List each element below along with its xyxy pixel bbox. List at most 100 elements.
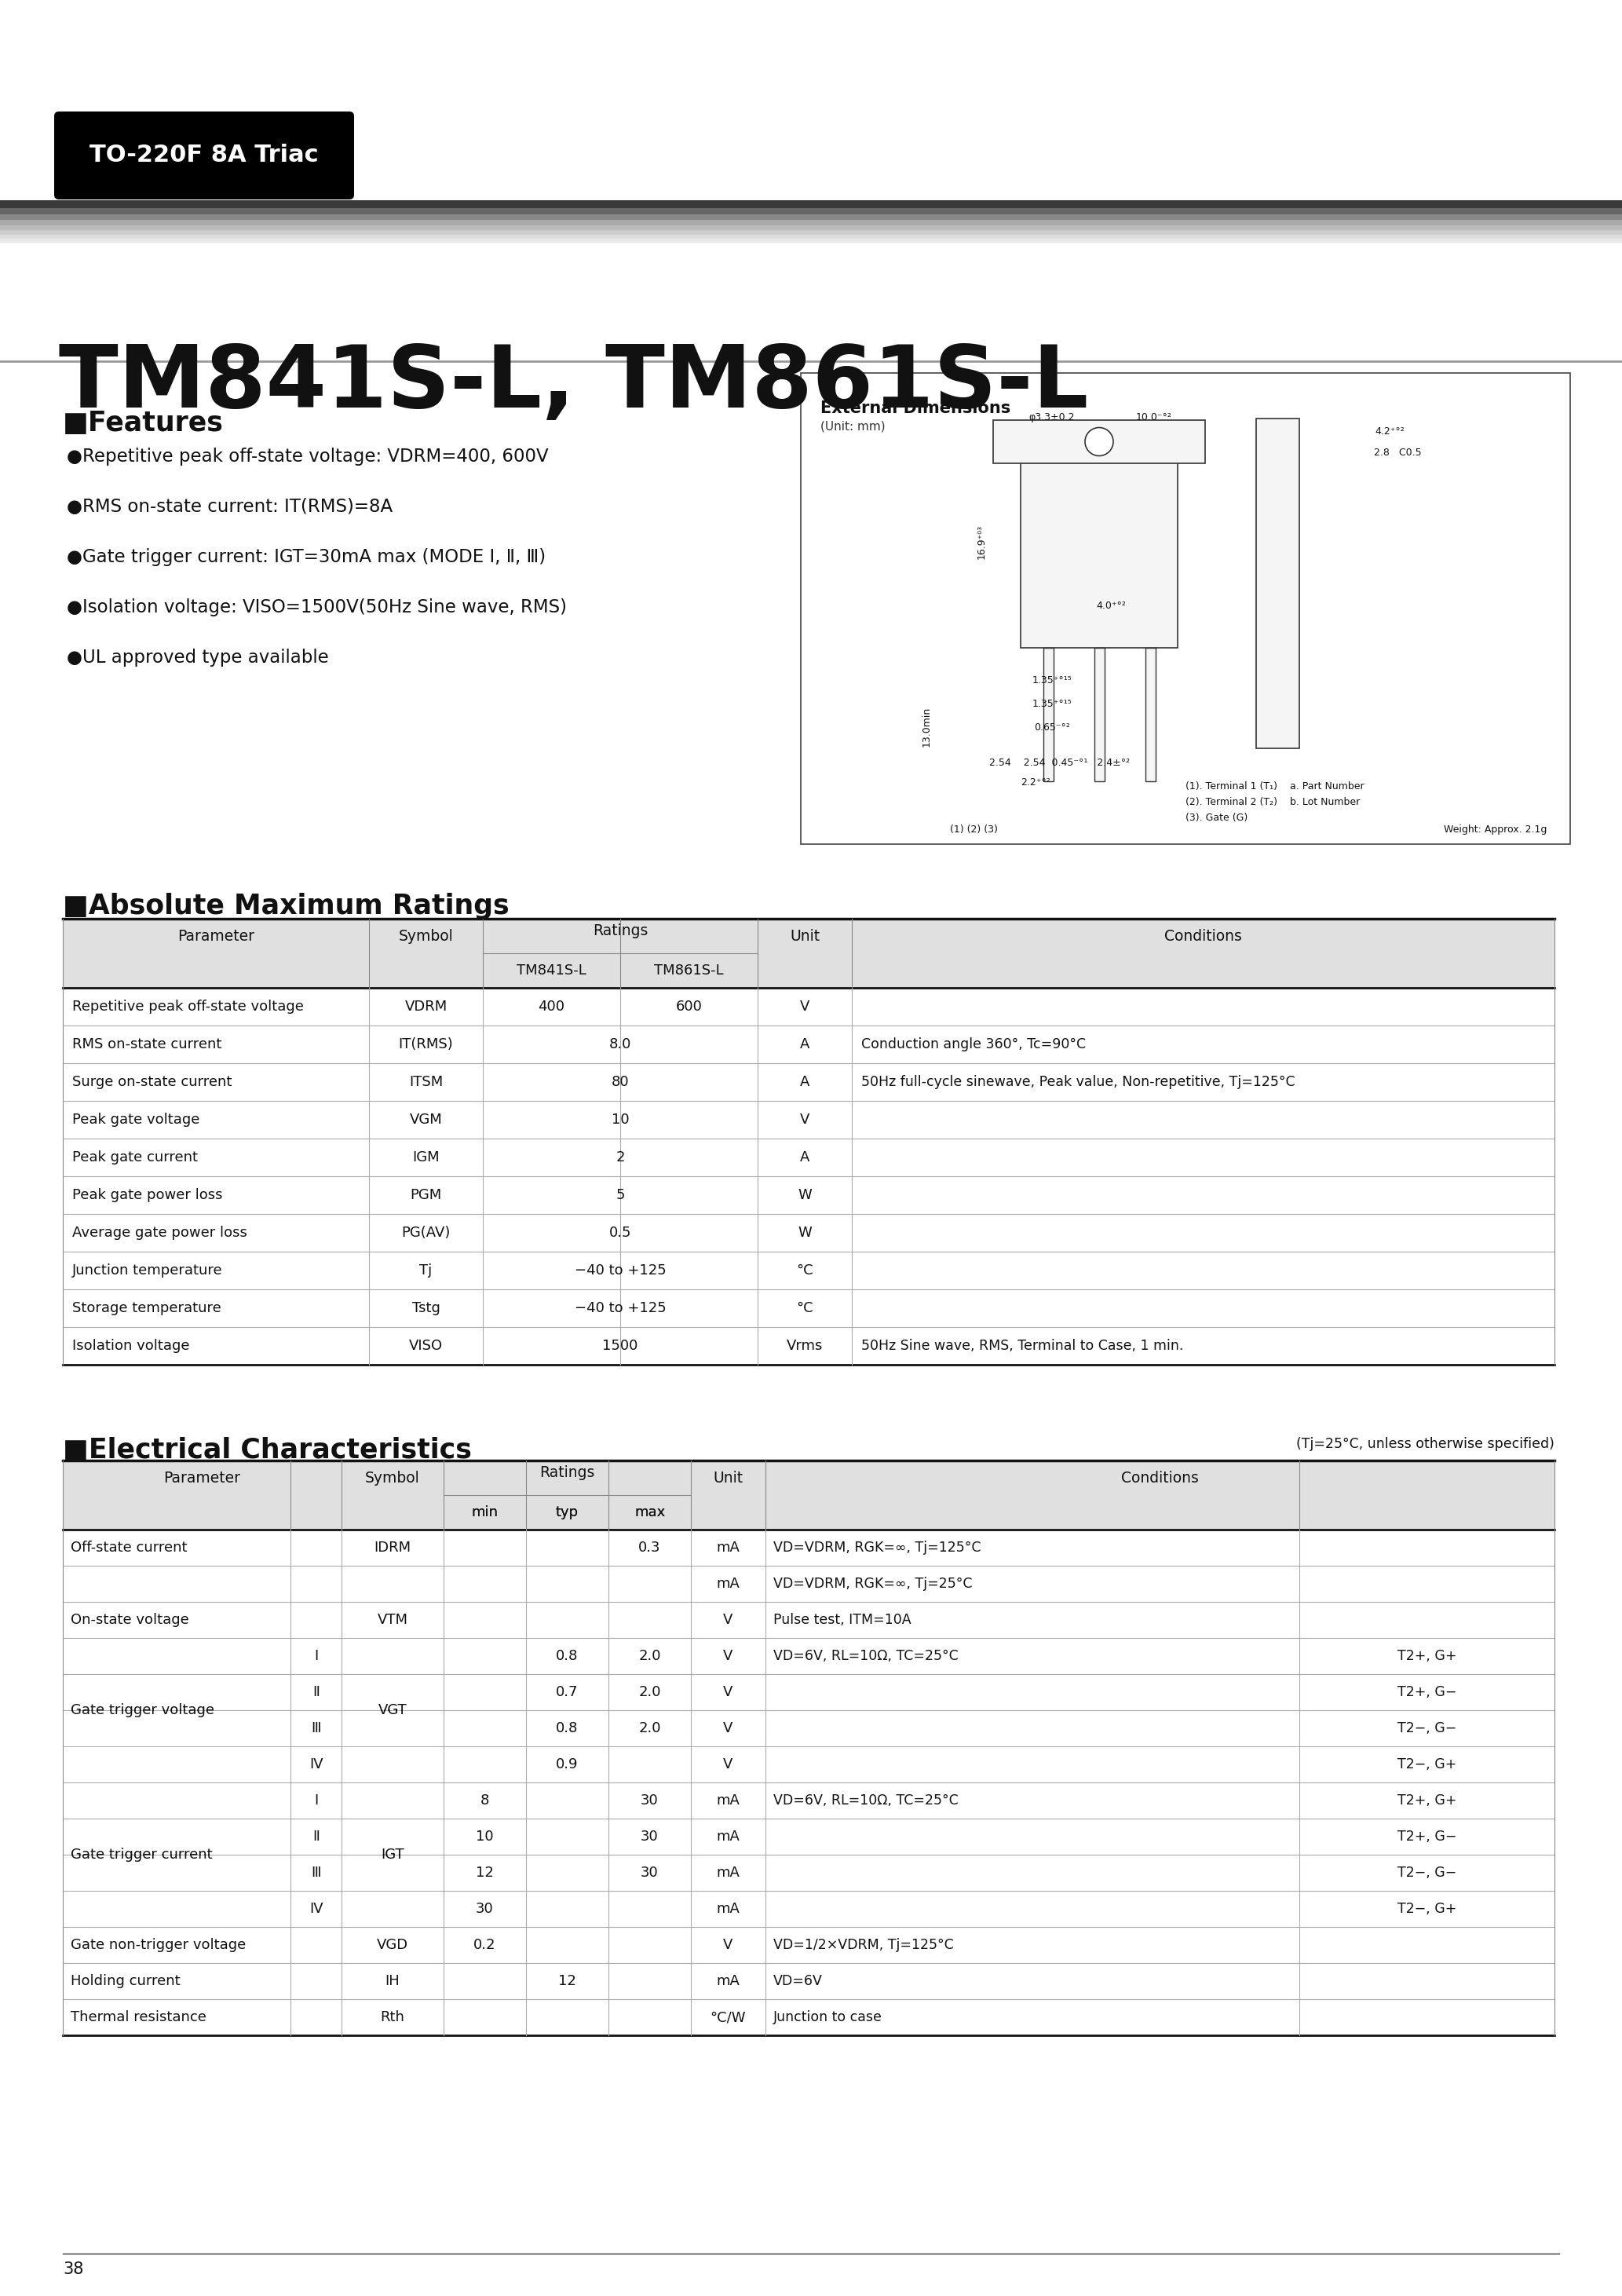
Text: (1) (2) (3): (1) (2) (3) xyxy=(949,824,998,836)
Text: Tj: Tj xyxy=(420,1263,433,1277)
Text: 0.65⁻°²: 0.65⁻°² xyxy=(1033,723,1071,732)
Text: Holding current: Holding current xyxy=(71,1975,180,1988)
Text: Unit: Unit xyxy=(790,928,819,944)
Text: 16.9⁺⁰³: 16.9⁺⁰³ xyxy=(976,523,986,560)
Text: VGM: VGM xyxy=(409,1114,443,1127)
Text: T2−, G−: T2−, G− xyxy=(1398,1722,1457,1736)
Text: mA: mA xyxy=(717,1867,740,1880)
Text: Ⅲ: Ⅲ xyxy=(311,1722,321,1736)
Text: TM861S-L: TM861S-L xyxy=(654,964,723,978)
Bar xyxy=(1255,418,1299,748)
Text: 12: 12 xyxy=(558,1975,576,1988)
Text: Ⅲ: Ⅲ xyxy=(311,1867,321,1880)
Text: 0.8: 0.8 xyxy=(556,1722,579,1736)
Text: Gate trigger voltage: Gate trigger voltage xyxy=(71,1704,214,1717)
Bar xyxy=(0,234,1622,239)
Bar xyxy=(342,1711,443,1745)
Bar xyxy=(0,209,1622,214)
Text: Ⅳ: Ⅳ xyxy=(310,1756,323,1773)
Text: VTM: VTM xyxy=(378,1612,407,1628)
Text: VGT: VGT xyxy=(378,1704,407,1717)
Text: 0.2: 0.2 xyxy=(474,1938,496,1952)
Text: (2). Terminal 2 (T₂)    b. Lot Number: (2). Terminal 2 (T₂) b. Lot Number xyxy=(1186,797,1359,808)
Text: Peak gate power loss: Peak gate power loss xyxy=(73,1187,222,1203)
Text: Ⅰ: Ⅰ xyxy=(315,1649,318,1662)
Text: Gate trigger voltage: Gate trigger voltage xyxy=(71,1704,214,1717)
Bar xyxy=(0,225,1622,230)
Text: Ⅳ: Ⅳ xyxy=(310,1901,323,1915)
Text: Isolation voltage: Isolation voltage xyxy=(73,1339,190,1352)
Text: A: A xyxy=(800,1038,809,1052)
Text: T2+, G+: T2+, G+ xyxy=(1397,1793,1457,1807)
Text: −40 to +125: −40 to +125 xyxy=(574,1302,667,1316)
Text: 1500: 1500 xyxy=(602,1339,637,1352)
Text: 1.35⁺°¹⁵: 1.35⁺°¹⁵ xyxy=(1032,698,1072,709)
Text: 80: 80 xyxy=(611,1075,629,1088)
Text: 38: 38 xyxy=(63,2262,83,2278)
Text: Tstg: Tstg xyxy=(412,1302,440,1316)
Bar xyxy=(342,1674,443,1711)
Text: 50Hz full-cycle sinewave, Peak value, Non-repetitive, Tj=125°C: 50Hz full-cycle sinewave, Peak value, No… xyxy=(861,1075,1294,1088)
Bar xyxy=(0,239,1622,243)
Text: Storage temperature: Storage temperature xyxy=(73,1302,221,1316)
Text: IDRM: IDRM xyxy=(375,1541,410,1554)
Text: ●Gate trigger current: IGT=30mA max (MODE Ⅰ, Ⅱ, Ⅲ): ●Gate trigger current: IGT=30mA max (MOD… xyxy=(67,549,545,567)
Text: IT(RMS): IT(RMS) xyxy=(399,1038,453,1052)
Text: T2−, G+: T2−, G+ xyxy=(1397,1901,1457,1915)
Text: Weight: Approx. 2.1g: Weight: Approx. 2.1g xyxy=(1444,824,1547,836)
Text: (3). Gate (G): (3). Gate (G) xyxy=(1186,813,1247,822)
Text: Parameter: Parameter xyxy=(164,1469,240,1486)
Text: V: V xyxy=(723,1756,733,1773)
Text: IGT: IGT xyxy=(381,1793,404,1807)
Text: 0.8: 0.8 xyxy=(556,1649,579,1662)
Text: min: min xyxy=(472,1506,498,1520)
Text: Conditions: Conditions xyxy=(1165,928,1242,944)
Bar xyxy=(63,1460,1554,1529)
Text: Ratings: Ratings xyxy=(592,923,647,939)
Bar xyxy=(342,1784,443,1818)
Text: W: W xyxy=(798,1226,811,1240)
Text: Peak gate voltage: Peak gate voltage xyxy=(73,1114,200,1127)
Text: VGT: VGT xyxy=(378,1649,407,1662)
Bar xyxy=(342,1747,443,1782)
Text: PG(AV): PG(AV) xyxy=(401,1226,451,1240)
Bar xyxy=(63,1818,290,1853)
Bar xyxy=(1145,647,1155,781)
Bar xyxy=(1095,647,1105,781)
Text: (1). Terminal 1 (T₁)    a. Part Number: (1). Terminal 1 (T₁) a. Part Number xyxy=(1186,781,1364,792)
Text: 13.0min: 13.0min xyxy=(921,707,931,746)
Text: °C: °C xyxy=(796,1302,813,1316)
Text: 2.0: 2.0 xyxy=(639,1649,660,1662)
Text: V: V xyxy=(723,1649,733,1662)
Text: IH: IH xyxy=(384,1975,401,1988)
Text: 2.0: 2.0 xyxy=(639,1722,660,1736)
Text: Vrms: Vrms xyxy=(787,1339,822,1352)
Text: 0.7: 0.7 xyxy=(556,1685,579,1699)
Text: ■Electrical Characteristics: ■Electrical Characteristics xyxy=(63,1437,472,1463)
Bar xyxy=(63,1855,290,1890)
Text: ●RMS on-state current: IT(RMS)=8A: ●RMS on-state current: IT(RMS)=8A xyxy=(67,498,393,517)
Text: 2.2⁺°²: 2.2⁺°² xyxy=(1020,778,1051,788)
Text: Repetitive peak off-state voltage: Repetitive peak off-state voltage xyxy=(73,999,303,1015)
Text: mA: mA xyxy=(717,1975,740,1988)
Text: 2: 2 xyxy=(616,1150,624,1164)
Text: Gate trigger current: Gate trigger current xyxy=(71,1848,212,1862)
Text: Surge on-state current: Surge on-state current xyxy=(73,1075,232,1088)
Text: RMS on-state current: RMS on-state current xyxy=(73,1038,222,1052)
Text: IGT: IGT xyxy=(381,1848,404,1862)
Text: VDRM: VDRM xyxy=(404,999,448,1015)
Text: Ⅱ: Ⅱ xyxy=(313,1685,320,1699)
Bar xyxy=(342,1818,443,1853)
Text: 12: 12 xyxy=(475,1867,493,1880)
Text: 0.5: 0.5 xyxy=(608,1226,631,1240)
Text: Unit: Unit xyxy=(714,1469,743,1486)
Text: ITSM: ITSM xyxy=(409,1075,443,1088)
Bar xyxy=(63,1784,290,1818)
Text: mA: mA xyxy=(717,1577,740,1591)
Text: 10: 10 xyxy=(611,1114,629,1127)
Text: Junction temperature: Junction temperature xyxy=(73,1263,222,1277)
Text: 30: 30 xyxy=(475,1901,493,1915)
Bar xyxy=(342,1855,443,1890)
Text: V: V xyxy=(800,999,809,1015)
Bar xyxy=(63,1892,290,1926)
